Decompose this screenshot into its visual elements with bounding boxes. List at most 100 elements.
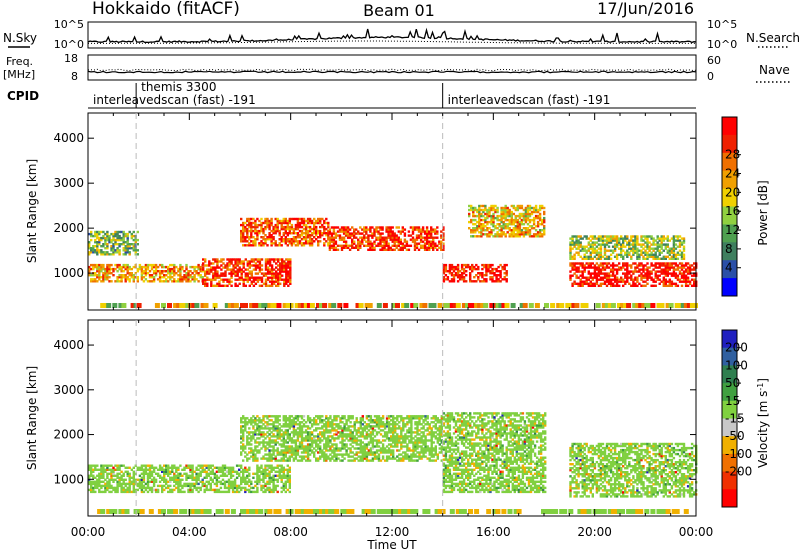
velocity-echo-cell (181, 484, 184, 488)
power-echo-cell (504, 303, 510, 308)
velocity-echo-cell (110, 470, 113, 473)
power-echo-cell (483, 263, 486, 267)
power-echo-cell (281, 262, 284, 265)
power-echo-cell (597, 239, 601, 242)
power-echo-cell (240, 278, 243, 281)
power-echo-cell (622, 264, 625, 267)
power-echo-cell (504, 218, 507, 222)
power-echo-cell (484, 218, 487, 222)
velocity-echo-cell (250, 431, 253, 434)
power-echo-cell (130, 236, 133, 240)
velocity-echo-cell (242, 478, 245, 481)
power-echo-cell (458, 278, 462, 281)
velocity-echo-cell (102, 466, 105, 469)
velocity-echo-cell (120, 478, 123, 481)
power-echo-cell (615, 235, 619, 238)
power-echo-cell (238, 276, 241, 279)
velocity-echo-cell (140, 488, 144, 492)
velocity-echo-cell (98, 480, 101, 483)
power-echo-cell (270, 242, 273, 245)
power-echo-cell (281, 264, 284, 267)
power-echo-cell (169, 274, 172, 277)
velocity-echo-cell (262, 472, 265, 475)
power-echo-cell (274, 244, 277, 247)
power-echo-cell (286, 244, 289, 247)
power-echo-cell (595, 257, 599, 260)
power-echo-cell (246, 217, 249, 221)
velocity-echo-cell (290, 439, 294, 442)
power-echo-cell (503, 276, 506, 279)
velocity-echo-cell (209, 472, 212, 475)
velocity-echo-cell (244, 427, 247, 430)
velocity-echo-cell (146, 476, 150, 479)
power-echo-cell (197, 263, 200, 267)
velocity-echo-cell (201, 464, 204, 467)
power-echo-cell (323, 221, 326, 225)
power-echo-cell (470, 206, 473, 210)
power-echo-cell (193, 280, 196, 283)
power-echo-cell (246, 262, 249, 265)
power-echo-cell (495, 274, 498, 277)
power-echo-cell (140, 278, 144, 281)
velocity-echo-cell (140, 480, 144, 483)
velocity-echo-cell (100, 466, 103, 469)
velocity-echo-cell (171, 468, 174, 471)
power-echo-cell (442, 278, 446, 281)
velocity-echo-cell (120, 476, 123, 479)
power-echo-cell (618, 247, 621, 250)
power-echo-cell (234, 264, 237, 267)
power-echo-cell (268, 272, 272, 275)
velocity-echo-cell (284, 419, 287, 422)
power-echo-cell (690, 278, 694, 281)
power-echo-cell (274, 229, 277, 233)
power-echo-cell (104, 236, 107, 240)
velocity-echo-cell (288, 425, 291, 428)
power-echo-cell (306, 240, 310, 243)
velocity-echo-cell (217, 480, 221, 483)
power-echo-cell (319, 303, 324, 308)
power-echo-cell (571, 235, 574, 238)
velocity-echo-cell (177, 476, 180, 479)
power-echo-cell (620, 268, 623, 271)
velocity-echo-cell (94, 464, 97, 467)
velocity-echo-cell (262, 484, 265, 488)
power-echo-cell (389, 236, 392, 239)
power-echo-cell (526, 208, 530, 212)
velocity-echo-cell (246, 453, 249, 456)
power-echo-cell (260, 284, 264, 287)
power-echo-cell (520, 206, 524, 210)
power-echo-cell (116, 236, 119, 240)
velocity-echo-cell (298, 431, 302, 434)
power-echo-cell (244, 238, 247, 241)
power-echo-cell (279, 274, 282, 277)
power-echo-cell (656, 249, 659, 252)
power-echo-cell (620, 278, 623, 281)
velocity-echo-cell (203, 482, 206, 486)
power-echo-cell (264, 238, 267, 241)
power-echo-cell (538, 235, 542, 238)
power-echo-cell (569, 237, 572, 240)
velocity-echo-cell (268, 476, 271, 479)
power-echo-cell (674, 282, 678, 285)
velocity-echo-cell (313, 435, 316, 438)
power-echo-cell (327, 221, 330, 225)
power-echo-cell (373, 248, 376, 251)
power-echo-cell (610, 303, 616, 308)
power-echo-cell (638, 274, 641, 277)
power-echo-cell (323, 227, 326, 231)
velocity-echo-cell (244, 455, 247, 458)
power-echo-cell (240, 234, 243, 237)
velocity-echo-cell (213, 466, 217, 469)
velocity-echo-cell (276, 429, 279, 432)
power-echo-cell (503, 263, 506, 267)
power-echo-cell (369, 226, 372, 229)
power-echo-cell (682, 237, 686, 240)
power-echo-cell (328, 303, 334, 308)
power-echo-cell (668, 253, 671, 256)
velocity-echo-cell (118, 480, 121, 483)
power-echo-cell (666, 268, 669, 271)
power-echo-cell (248, 219, 251, 223)
velocity-echo-cell (252, 415, 255, 418)
power-echo-cell (448, 272, 452, 275)
power-echo-cell (688, 280, 692, 283)
